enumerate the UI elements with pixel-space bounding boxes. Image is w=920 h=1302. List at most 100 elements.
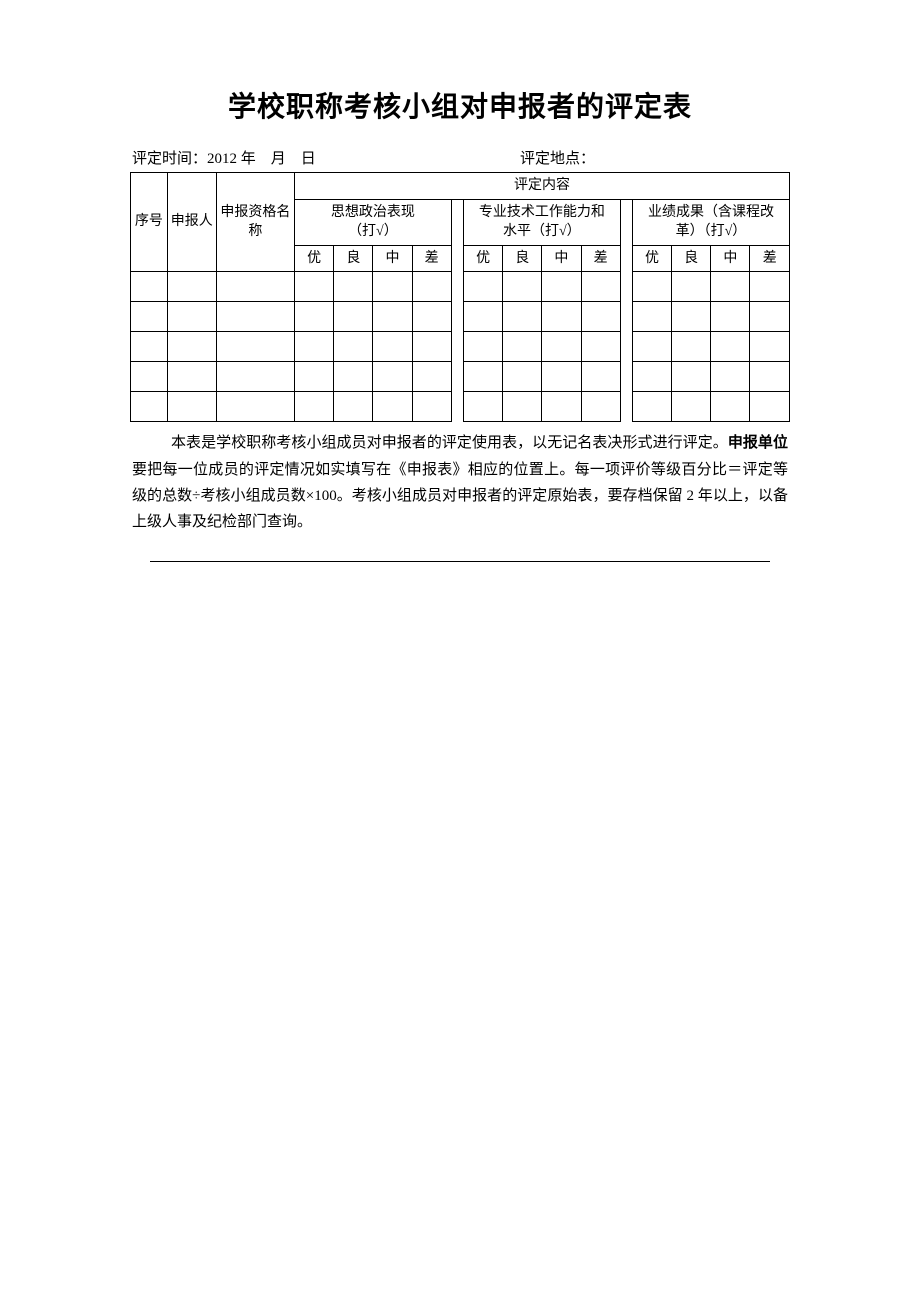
grade-3-1: 优 <box>632 245 671 272</box>
cell <box>711 302 750 332</box>
grade-2-3: 中 <box>542 245 581 272</box>
cell <box>711 332 750 362</box>
th-cat1: 思想政治表现 （打√） <box>295 199 452 245</box>
cell <box>216 362 294 392</box>
cat2-line1: 专业技术工作能力和 <box>479 205 605 220</box>
cat1-line2: （打√） <box>348 224 398 239</box>
cell <box>463 302 502 332</box>
cat3-line1: 业绩成果（含课程改 <box>648 205 774 220</box>
cell <box>373 302 412 332</box>
cell <box>412 362 451 392</box>
notes-bold: 申报单位 <box>728 435 788 451</box>
day-unit: 日 <box>301 151 316 167</box>
cell <box>542 392 581 422</box>
cell <box>167 392 216 422</box>
cell <box>581 392 620 422</box>
grade-3-3: 中 <box>711 245 750 272</box>
cat3-line2: 革）（打√） <box>676 224 747 239</box>
cell <box>632 392 671 422</box>
cell <box>167 302 216 332</box>
gap-1 <box>451 199 463 422</box>
th-seq: 序号 <box>131 173 168 272</box>
cell <box>334 302 373 332</box>
cell <box>542 362 581 392</box>
cell <box>632 332 671 362</box>
cell <box>672 332 711 362</box>
grade-1-3: 中 <box>373 245 412 272</box>
cell <box>412 272 451 302</box>
grade-3-4: 差 <box>750 245 790 272</box>
eval-time: 评定时间：2012 年 月 日 <box>132 147 400 168</box>
grade-2-1: 优 <box>463 245 502 272</box>
notes-seg2: 要把每一位成员的评定情况如实填写在《申报表》相应的位置上。每一项评价等级百分比＝… <box>132 462 788 531</box>
eval-place: 评定地点： <box>400 147 788 168</box>
place-label: 评定地点： <box>520 151 595 167</box>
cell <box>672 362 711 392</box>
cell <box>542 302 581 332</box>
cell <box>216 302 294 332</box>
cell <box>542 272 581 302</box>
cell <box>463 272 502 302</box>
cell <box>750 332 790 362</box>
notes-seg1: 本表是学校职称考核小组成员对申报者的评定使用表，以无记名表决形式进行评定。 <box>171 435 728 451</box>
grade-1-4: 差 <box>412 245 451 272</box>
gap-2 <box>620 199 632 422</box>
cell <box>463 332 502 362</box>
cell <box>463 362 502 392</box>
cell <box>131 272 168 302</box>
cell <box>131 332 168 362</box>
cell <box>295 362 334 392</box>
cell <box>334 362 373 392</box>
cell <box>711 272 750 302</box>
cell <box>503 362 542 392</box>
grade-3-2: 良 <box>672 245 711 272</box>
th-applicant: 申报人 <box>167 173 216 272</box>
cell <box>542 332 581 362</box>
cell <box>750 302 790 332</box>
cell <box>750 272 790 302</box>
th-cat3: 业绩成果（含课程改 革）（打√） <box>632 199 789 245</box>
cat1-line1: 思想政治表现 <box>331 205 415 220</box>
cell <box>216 272 294 302</box>
cell <box>334 392 373 422</box>
time-label: 评定时间： <box>132 151 207 167</box>
year-value: 2012 <box>207 151 237 167</box>
cell <box>131 302 168 332</box>
th-qual: 申报资格名称 <box>216 173 294 272</box>
separator-line <box>150 561 770 562</box>
cell <box>334 272 373 302</box>
cell <box>632 362 671 392</box>
cell <box>672 392 711 422</box>
cell <box>167 272 216 302</box>
cell <box>581 272 620 302</box>
cell <box>581 362 620 392</box>
cell <box>295 272 334 302</box>
meta-row: 评定时间：2012 年 月 日 评定地点： <box>130 147 790 168</box>
th-content: 评定内容 <box>295 173 790 200</box>
cell <box>334 332 373 362</box>
cell <box>672 272 711 302</box>
grade-2-4: 差 <box>581 245 620 272</box>
cat2-line2: 水平（打√） <box>503 224 581 239</box>
cell <box>503 272 542 302</box>
cell <box>373 362 412 392</box>
cell <box>373 272 412 302</box>
grade-1-2: 良 <box>334 245 373 272</box>
cell <box>373 332 412 362</box>
header-row-1: 序号 申报人 申报资格名称 评定内容 <box>131 173 790 200</box>
month-unit: 月 <box>271 151 286 167</box>
th-cat2: 专业技术工作能力和 水平（打√） <box>463 199 620 245</box>
evaluation-table: 序号 申报人 申报资格名称 评定内容 思想政治表现 （打√） 专业技术工作能力和… <box>130 172 790 422</box>
cell <box>581 302 620 332</box>
cell <box>503 302 542 332</box>
cell <box>131 392 168 422</box>
cell <box>463 392 502 422</box>
cell <box>503 332 542 362</box>
cell <box>167 362 216 392</box>
cell <box>295 332 334 362</box>
cell <box>373 392 412 422</box>
cell <box>412 332 451 362</box>
cell <box>750 362 790 392</box>
cell <box>216 392 294 422</box>
cell <box>672 302 711 332</box>
